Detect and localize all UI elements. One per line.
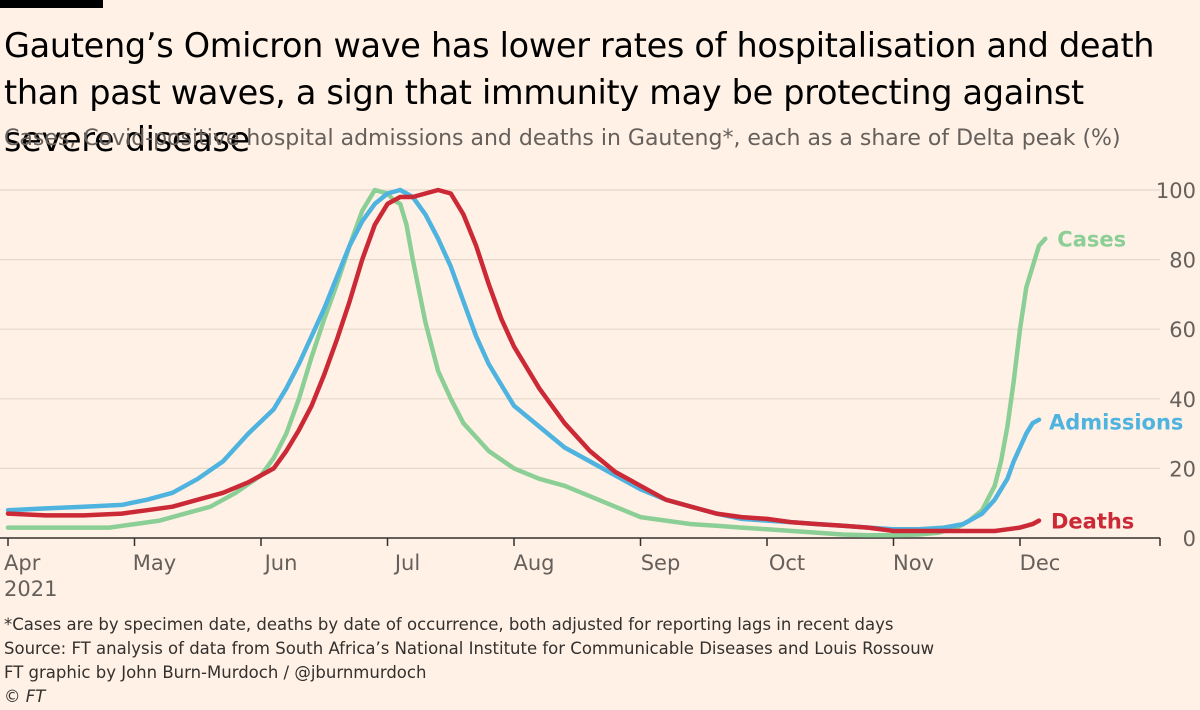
- ft-brand-bar: [0, 0, 103, 8]
- chart-subtitle: Cases, Covid-positive hospital admission…: [4, 126, 1121, 151]
- x-tick-label-Aug: Aug: [513, 551, 554, 575]
- copyright: © FT: [4, 687, 46, 706]
- y-tick-label-60: 60: [1169, 318, 1196, 342]
- source-note: Source: FT analysis of data from South A…: [4, 639, 935, 658]
- x-tick-label-May: May: [133, 551, 176, 575]
- x-tick-label-Nov: Nov: [893, 551, 934, 575]
- x-tick-label-Sep: Sep: [641, 551, 681, 575]
- y-tick-label-0: 0: [1183, 527, 1196, 551]
- cases-label: Cases: [1057, 228, 1126, 252]
- x-tick-label-Jul: Jul: [393, 551, 420, 575]
- y-tick-label-40: 40: [1169, 388, 1196, 412]
- series-labels: Cases Admissions Deaths: [1049, 228, 1183, 534]
- chart-title: Gauteng’s Omicron wave has lower rates o…: [4, 26, 1155, 159]
- x-tick-label-Jun: Jun: [263, 551, 298, 575]
- y-axis: 0 20 40 60 80 100: [1156, 179, 1196, 551]
- x-year-label: 2021: [4, 577, 57, 601]
- x-tick-label-Dec: Dec: [1020, 551, 1061, 575]
- admissions-line: [5, 187, 1042, 532]
- x-tick-label-Oct: Oct: [769, 551, 805, 575]
- deaths-label: Deaths: [1051, 510, 1134, 534]
- y-tick-label-100: 100: [1156, 179, 1196, 203]
- deaths-line: [5, 187, 1042, 534]
- x-axis: Apr May Jun Jul Aug Sep Oct Nov Dec 2021: [0, 537, 1161, 601]
- admissions-label: Admissions: [1049, 411, 1183, 435]
- chart-footer: *Cases are by specimen date, deaths by d…: [4, 613, 1194, 709]
- gridlines: [0, 189, 1160, 469]
- series-lines: [5, 187, 1048, 538]
- credit-note: FT graphic by John Burn-Murdoch / @jburn…: [4, 663, 427, 682]
- y-tick-label-20: 20: [1169, 457, 1196, 481]
- y-tick-label-80: 80: [1169, 249, 1196, 273]
- cases-line: [5, 187, 1048, 538]
- footnote: *Cases are by specimen date, deaths by d…: [4, 615, 894, 634]
- x-tick-label-Apr: Apr: [4, 551, 41, 575]
